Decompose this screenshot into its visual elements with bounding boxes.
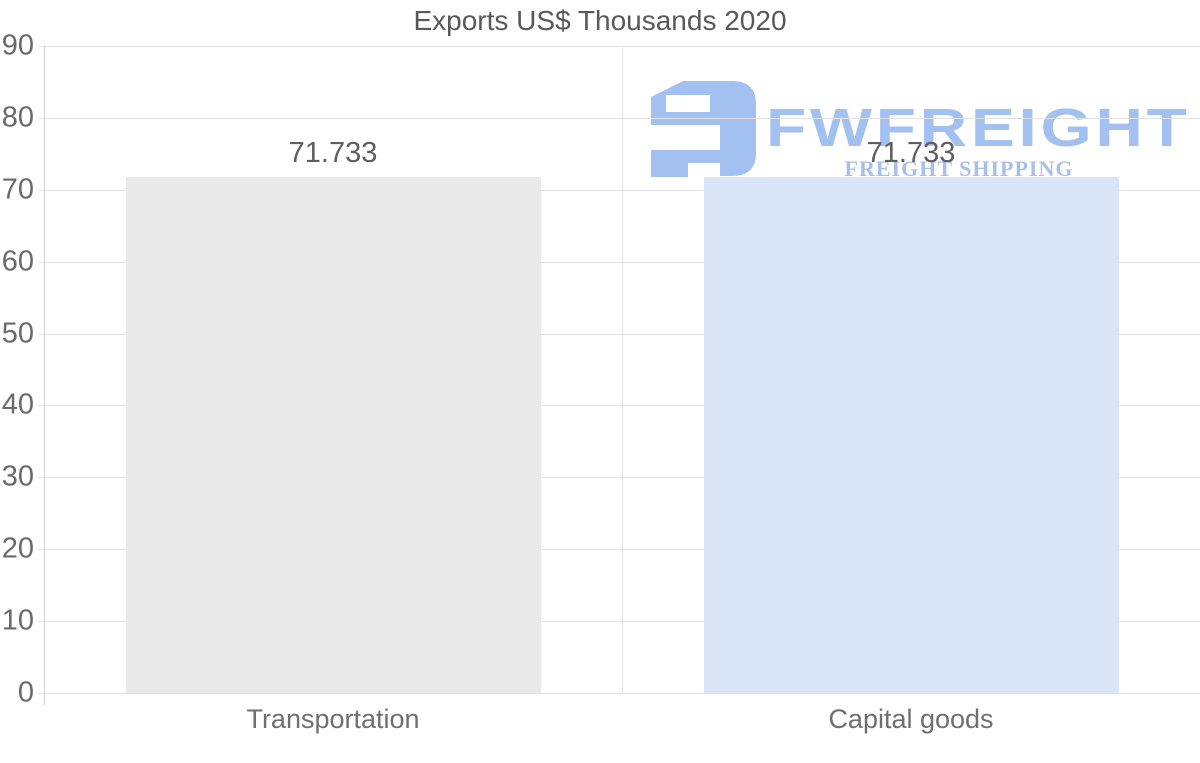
gridline-y-60 [38, 261, 1200, 263]
category-separator-line [622, 46, 623, 693]
y-axis-tick-label: 10 [1, 604, 34, 637]
gridline-y-70 [38, 189, 1200, 191]
y-axis-tick-label: 70 [1, 173, 34, 206]
y-axis-tick-label: 30 [1, 460, 34, 493]
y-axis-tick-label: 90 [1, 29, 34, 62]
gridline-y-80 [38, 117, 1200, 119]
brand-name: FWFREIGHT [766, 98, 1191, 158]
gridline-y-0 [38, 693, 1200, 694]
gridline-y-40 [38, 405, 1200, 407]
gridline-y-30 [38, 477, 1200, 479]
gridline-y-20 [38, 549, 1200, 551]
bar-transportation[interactable] [125, 177, 541, 693]
y-axis-tick-labels: 0 10 20 30 40 50 60 70 80 90 [0, 0, 34, 763]
y-axis-tick-label: 40 [1, 388, 34, 421]
gridline-y-50 [38, 333, 1200, 335]
x-axis-label-capital-goods: Capital goods [828, 704, 994, 734]
chart-title: Exports US$ Thousands 2020 [413, 5, 787, 36]
y-axis-tick-label: 20 [1, 532, 34, 565]
gridline-y-10 [38, 621, 1200, 623]
brand-tagline: FREIGHT SHIPPING [844, 156, 1074, 181]
gridlines-layer [38, 46, 1200, 694]
bars-layer: 71.733 71.733 [44, 46, 1200, 693]
fw-monogram-icon [651, 81, 756, 177]
y-axis-line [44, 46, 45, 705]
bar-value-label-capital-goods: 71.733 [866, 137, 956, 170]
bar-capital-goods[interactable] [703, 177, 1119, 693]
plot-area: 71.733 71.733 [38, 46, 1200, 694]
y-axis-tick-label: 0 [17, 676, 34, 709]
x-axis-label-transportation: Transportation [246, 704, 420, 734]
y-axis-tick-label: 80 [1, 101, 34, 134]
gridline-y-90 [38, 46, 1200, 47]
bar-value-label-transportation: 71.733 [288, 137, 378, 170]
y-axis-tick-label: 60 [1, 245, 34, 278]
y-axis-tick-label: 50 [1, 317, 34, 350]
